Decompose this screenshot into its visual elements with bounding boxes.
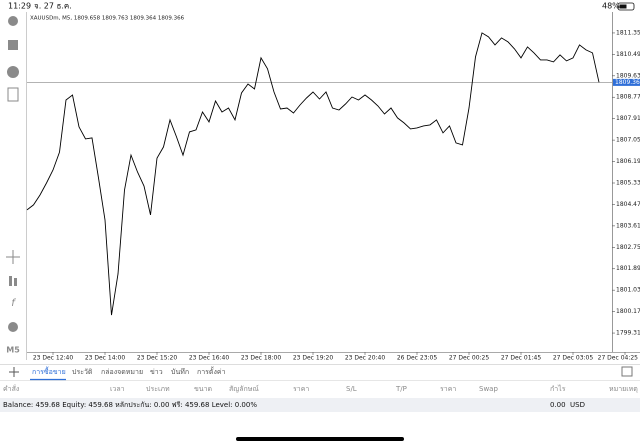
column-header: ราคา <box>293 385 309 393</box>
x-tick-label: 27 Dec 04:25 <box>598 355 639 362</box>
column-header: กำไร <box>550 384 566 393</box>
y-tick-label: 1808.770 <box>616 94 640 101</box>
tab[interactable]: การตั้งค่า <box>197 365 226 376</box>
status-date: จ. 27 ธ.ค. <box>34 2 72 11</box>
y-tick-label: 1804.470 <box>616 201 640 208</box>
column-header: เวลา <box>110 385 125 393</box>
tab[interactable]: ประวัติ <box>72 368 93 376</box>
y-tick-label: 1803.610 <box>616 222 640 229</box>
total-profit: 0.00 <box>550 401 566 409</box>
crosshair-icon[interactable] <box>6 250 20 264</box>
price-label-box <box>613 78 640 86</box>
tab[interactable]: การซื้อขาย <box>32 365 66 376</box>
column-header: หมายเหตุ <box>609 385 638 393</box>
y-tick-label: 1807.050 <box>616 137 640 144</box>
x-tick-label: 26 Dec 23:05 <box>397 355 438 362</box>
y-tick-label: 1801.890 <box>616 265 640 272</box>
indicator-icon[interactable]: f <box>11 298 16 309</box>
home-indicator <box>236 437 404 441</box>
y-tick-label: 1809.630 <box>616 72 640 79</box>
tab[interactable]: ข่าว <box>150 368 163 376</box>
x-tick-label: 23 Dec 18:00 <box>241 355 282 362</box>
column-header: ราคา <box>440 385 456 393</box>
battery-level <box>619 4 627 9</box>
y-tick-label: 1810.490 <box>616 51 640 58</box>
currency: USD <box>570 401 585 409</box>
x-tick-label: 23 Dec 12:40 <box>33 355 74 362</box>
chart-type-icon[interactable] <box>9 276 12 286</box>
summary-row <box>0 398 640 412</box>
x-tick-label: 23 Dec 19:20 <box>293 355 334 362</box>
price-line-series <box>26 32 600 316</box>
trade-icon[interactable] <box>8 40 18 50</box>
x-tick-label: 27 Dec 01:45 <box>501 355 542 362</box>
column-header: สัญลักษณ์ <box>229 385 259 393</box>
account-icon[interactable] <box>8 16 18 26</box>
chart-type-icon-2[interactable] <box>14 278 17 286</box>
chat-icon[interactable] <box>7 66 19 78</box>
column-header: S/L <box>346 385 357 393</box>
objects-icon[interactable] <box>8 322 18 332</box>
column-header: คำสั่ง <box>3 384 19 393</box>
y-tick-label: 1801.030 <box>616 287 640 294</box>
x-tick-label: 23 Dec 15:20 <box>137 355 178 362</box>
y-tick-label: 1811.350 <box>616 29 640 36</box>
y-tick-label: 1799.310 <box>616 330 640 337</box>
column-header: T/P <box>395 385 407 393</box>
add-button[interactable] <box>9 367 19 377</box>
status-battery: 48% <box>602 2 620 11</box>
tab[interactable]: กล่องจดหมาย <box>101 368 143 376</box>
tab[interactable]: บันทึก <box>171 367 189 376</box>
x-tick-label: 23 Dec 20:40 <box>345 355 386 362</box>
new-order-icon[interactable] <box>7 87 19 102</box>
x-tick-label: 23 Dec 14:00 <box>85 355 126 362</box>
y-tick-label: 1802.750 <box>616 244 640 251</box>
panel-toggle[interactable] <box>621 366 633 377</box>
account-summary: Balance: 459.68 Equity: 459.68 หลักประกั… <box>3 401 257 409</box>
y-tick-label: 1805.330 <box>616 179 640 186</box>
status-time: 11:29 <box>8 2 31 11</box>
y-tick-label: 1800.170 <box>616 308 640 315</box>
timeframe[interactable]: M5 <box>6 346 20 355</box>
x-tick-label: 23 Dec 16:40 <box>189 355 230 362</box>
x-tick-label: 27 Dec 03:05 <box>553 355 594 362</box>
column-header: ประเภท <box>146 385 170 393</box>
x-tick-label: 27 Dec 00:25 <box>449 355 490 362</box>
chart-header: XAUUSDm, M5, 1809.658 1809.763 1809.364 … <box>30 16 185 22</box>
column-header: ขนาด <box>194 385 212 393</box>
column-header: Swap <box>479 385 498 393</box>
y-tick-label: 1806.190 <box>616 158 640 165</box>
battery-icon <box>617 2 635 11</box>
price-label: 1809.366 <box>615 79 640 86</box>
y-tick-label: 1807.910 <box>616 115 640 122</box>
